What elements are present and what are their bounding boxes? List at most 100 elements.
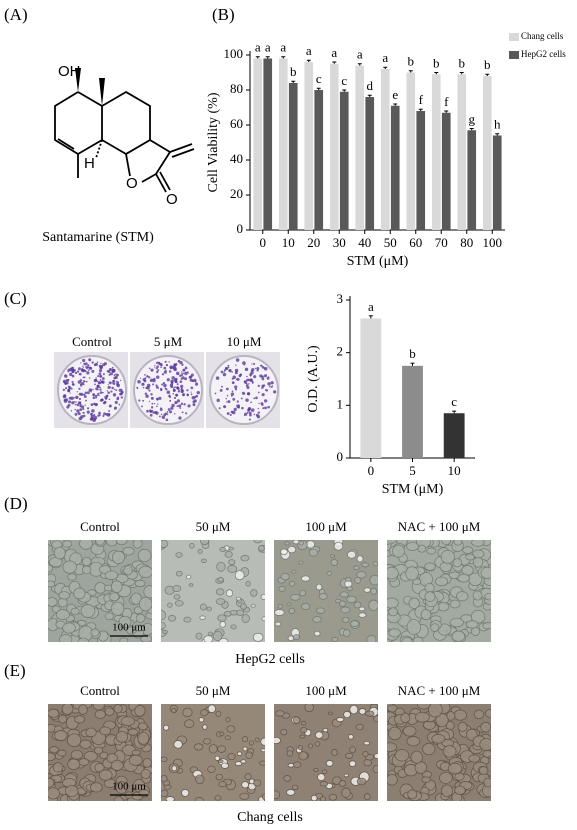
cell — [250, 604, 256, 608]
colony — [95, 396, 98, 399]
cell — [122, 546, 135, 556]
colony — [251, 381, 254, 384]
significance-letter: f — [419, 92, 424, 107]
colony — [239, 373, 243, 376]
colony — [154, 364, 156, 367]
colony — [98, 372, 102, 376]
colony — [171, 376, 175, 380]
colony — [106, 413, 111, 417]
cell — [310, 794, 318, 801]
y-tick-label: 20 — [230, 186, 243, 201]
colony — [98, 395, 100, 397]
colony — [110, 372, 113, 376]
cell — [260, 748, 265, 753]
significance-letter: b — [408, 54, 415, 69]
cell — [240, 603, 248, 610]
structure — [54, 68, 195, 193]
colony — [230, 392, 235, 396]
cell — [480, 721, 491, 733]
colony — [107, 385, 111, 389]
colony — [231, 378, 234, 380]
cell — [372, 561, 378, 567]
colony — [71, 401, 75, 405]
cell — [368, 599, 378, 611]
y-tick-label: 1 — [337, 396, 344, 411]
cell — [234, 761, 243, 767]
significance-letter: g — [468, 111, 475, 126]
colony — [149, 413, 153, 417]
cell — [77, 637, 89, 642]
colony — [227, 364, 230, 367]
cell — [137, 731, 150, 745]
cell — [230, 624, 237, 630]
colony — [253, 397, 256, 400]
cell — [79, 540, 93, 550]
cell — [325, 759, 334, 767]
colony — [74, 371, 78, 375]
cell — [342, 616, 350, 623]
colony — [103, 400, 107, 404]
cell — [181, 788, 190, 797]
cell — [366, 635, 377, 642]
colony — [250, 371, 254, 375]
colony — [155, 367, 158, 370]
colony — [141, 383, 144, 385]
cell — [225, 717, 231, 723]
colony — [83, 383, 85, 386]
colony — [91, 369, 95, 373]
colony — [174, 386, 176, 389]
cell — [110, 759, 124, 771]
colony — [177, 390, 181, 393]
colony — [193, 378, 197, 383]
colony — [223, 369, 226, 372]
colony — [183, 403, 186, 406]
colony — [167, 408, 171, 411]
cell — [167, 602, 173, 608]
colony — [111, 381, 114, 384]
bar — [360, 318, 382, 458]
colony — [80, 415, 84, 419]
colony — [240, 397, 243, 400]
cell — [208, 744, 218, 754]
colony — [98, 411, 101, 415]
colony — [115, 380, 118, 383]
colony — [192, 400, 196, 404]
colony — [179, 374, 182, 377]
cell — [104, 570, 119, 581]
colony — [180, 388, 183, 391]
colony — [157, 403, 159, 405]
colony — [228, 369, 231, 372]
colony — [166, 378, 170, 382]
colony — [264, 406, 268, 410]
colony — [165, 364, 168, 367]
y-tick-label: 0 — [337, 449, 344, 464]
bar — [253, 58, 263, 230]
cell — [78, 758, 90, 766]
cell — [299, 734, 306, 739]
cell — [173, 740, 183, 749]
colony — [80, 403, 82, 406]
cell — [286, 789, 296, 796]
cell — [417, 544, 427, 553]
colony — [179, 380, 183, 384]
colony — [88, 369, 90, 371]
colony — [195, 382, 199, 386]
cell — [202, 724, 208, 730]
colony — [110, 390, 113, 393]
cell — [453, 709, 467, 721]
colony — [77, 412, 81, 416]
cell — [128, 754, 143, 766]
cell — [354, 576, 362, 584]
colony — [156, 361, 159, 363]
cell — [52, 762, 64, 773]
cell — [135, 613, 146, 623]
colony — [257, 411, 261, 414]
y-tick-label: 3 — [337, 291, 344, 306]
colony — [241, 406, 244, 410]
column-label: 50 μM — [196, 519, 231, 534]
bar — [406, 72, 416, 230]
cell — [183, 616, 192, 623]
colony — [221, 385, 223, 388]
colony — [156, 397, 159, 400]
cell — [449, 599, 461, 609]
